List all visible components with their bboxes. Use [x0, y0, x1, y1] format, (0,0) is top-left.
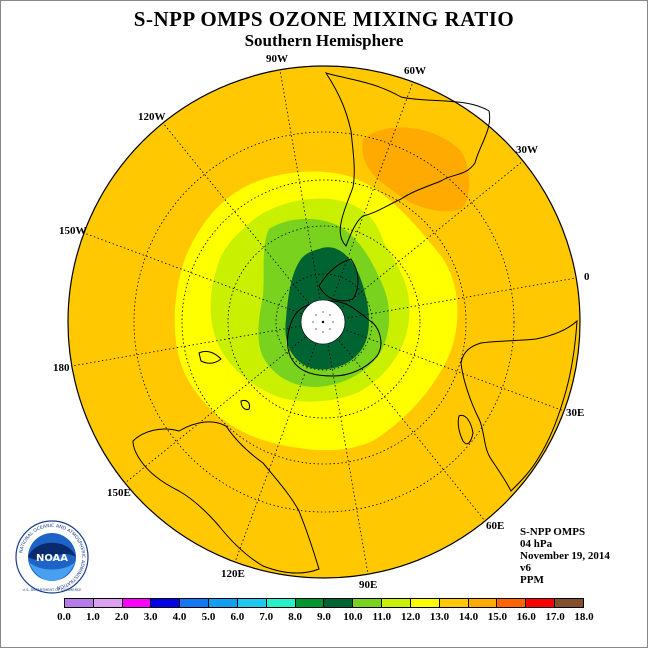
colorbar-cell: [324, 599, 354, 607]
colorbar-cell: [151, 599, 181, 607]
colorbar-tick-label: 6.0: [230, 611, 245, 623]
colorbar-cell: [497, 599, 527, 607]
coast-madagascar: [457, 414, 474, 445]
colorbar-cell: [526, 599, 556, 607]
lon-label-90e: 90E: [359, 579, 377, 591]
colorbar-cell: [295, 599, 325, 607]
coast-new-zealand: [198, 350, 222, 364]
lon-label-150e: 150E: [107, 487, 131, 499]
colorbar-tick-label: 11.0: [372, 611, 392, 623]
page-title: S-NPP OMPS OZONE MIXING RATIO: [133, 7, 515, 31]
noaa-logo-bottom-text: U.S. DEPARTMENT OF COMMERCE: [23, 588, 82, 592]
colorbar-tick-label: 18.0: [574, 611, 594, 623]
coast-africa: [460, 319, 578, 492]
colorbar-cell: [93, 599, 123, 607]
latitude-graticule: [133, 131, 515, 513]
colorbar-cell: [382, 599, 411, 607]
coast-australia: [132, 421, 320, 574]
colorbar-cell: [180, 599, 210, 607]
info-instrument: S-NPP OMPS: [520, 526, 586, 538]
lon-label-30e: 30E: [566, 407, 584, 419]
colorbar-cell: [555, 599, 583, 607]
colorbar-cell: [266, 599, 296, 607]
colorbar-tick-label: 10.0: [343, 611, 363, 623]
colorbar-cell: [209, 599, 238, 607]
coast-tasmania: [240, 400, 250, 410]
lon-label-30w: 30W: [516, 144, 538, 156]
coastlines: [132, 72, 578, 574]
colorbar-tick-label: 7.0: [259, 611, 274, 623]
colorbar-cell: [122, 599, 152, 607]
colorbar-tick-label: 16.0: [516, 611, 536, 623]
pole-dots: [312, 311, 334, 333]
page-subtitle: Southern Hemisphere: [244, 31, 404, 50]
colorbar-tick-label: 9.0: [317, 611, 331, 623]
colorbar-tick-label: 14.0: [458, 611, 479, 623]
lon-label-180: 180: [53, 362, 70, 374]
coast-antarctic-peninsula: [318, 258, 359, 302]
map-boundary: [67, 65, 581, 579]
field-local-max: [362, 127, 470, 212]
lon-label-0: 0: [584, 271, 590, 283]
lon-label-120w: 120W: [138, 111, 166, 123]
lon-label-90w: 90W: [266, 53, 288, 65]
colorbar-tick-label: 1.0: [86, 611, 100, 623]
colorbar-cell: [439, 599, 469, 607]
longitude-graticule: [71, 69, 577, 575]
colorbar-tick-label: 5.0: [201, 611, 216, 623]
info-version: v6: [520, 562, 531, 574]
colorbar-tick-label: 4.0: [172, 611, 187, 623]
colorbar-cell: [410, 599, 440, 607]
colorbar-tick-label: 15.0: [487, 611, 507, 623]
lon-label-150w: 150W: [59, 225, 87, 237]
colorbar-cell: [237, 599, 267, 607]
colorbar-cell: [353, 599, 383, 607]
coast-antarctica: [287, 300, 382, 377]
colorbar-cell: [65, 599, 94, 607]
colorbar-tick-label: 17.0: [545, 611, 565, 623]
colorbar-tick-label: 0.0: [57, 611, 71, 623]
info-units: PPM: [520, 574, 544, 586]
colorbar-tick-label: 13.0: [429, 611, 450, 623]
info-pressure-level: 04 hPa: [520, 538, 553, 550]
coast-south-america: [324, 72, 491, 247]
colorbar: [64, 598, 584, 608]
colorbar-cell: [468, 599, 498, 607]
lon-label-60e: 60E: [486, 520, 504, 532]
colorbar-tick-labels: 0.0 1.0 2.0 3.0 4.0 5.0 6.0 7.0 8.0 9.0 10.0 11.0 12…: [40, 611, 608, 625]
colorbar-tick-label: 8.0: [288, 611, 302, 623]
info-date: November 19, 2014: [520, 550, 610, 562]
noaa-logo: NATIONAL OCEANIC AND ATMOSPHERIC ADMINIS…: [15, 520, 89, 594]
info-block: S-NPP OMPS 04 hPa November 19, 2014 v6 P…: [520, 526, 610, 586]
colorbar-tick-label: 12.0: [401, 611, 421, 623]
colorbar-tick-label: 3.0: [143, 611, 158, 623]
lon-label-120e: 120E: [221, 568, 245, 580]
colorbar-tick-label: 2.0: [114, 611, 129, 623]
noaa-logo-text: NOAA: [36, 553, 68, 564]
lon-label-60w: 60W: [404, 65, 426, 77]
